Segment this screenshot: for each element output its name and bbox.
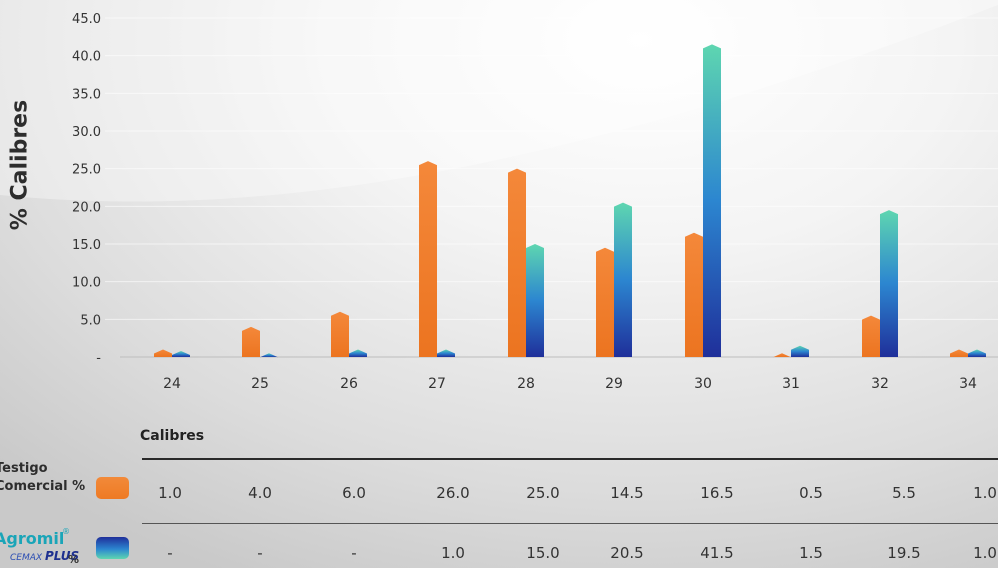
table-cell: 1.0 bbox=[973, 544, 997, 562]
y-tick-label: 10.0 bbox=[72, 276, 101, 291]
table-rule-middle bbox=[142, 523, 998, 524]
table-cell: 16.5 bbox=[700, 484, 734, 502]
x-tick-label: 31 bbox=[782, 376, 800, 392]
x-tick-label: 24 bbox=[163, 376, 181, 392]
bar-agromil bbox=[437, 349, 455, 357]
y-tick-label: 45.0 bbox=[72, 12, 101, 27]
bar-agromil bbox=[791, 345, 809, 357]
legend-swatch-blue-gradient bbox=[96, 537, 129, 559]
bar-testigo bbox=[685, 232, 703, 357]
y-tick-label: 30.0 bbox=[72, 125, 101, 140]
bar-agromil bbox=[349, 349, 367, 357]
brand-name: Agromil bbox=[0, 529, 65, 548]
table-cell: 1.0 bbox=[973, 484, 997, 502]
bar-agromil bbox=[526, 244, 544, 357]
table-cell: 1.5 bbox=[799, 544, 823, 562]
bar-agromil bbox=[172, 350, 190, 357]
brand-subtitle: CEMAX PLUS bbox=[10, 549, 79, 563]
y-tick-label: 15.0 bbox=[72, 238, 101, 253]
x-tick-label: 28 bbox=[517, 376, 535, 392]
table-cell: 20.5 bbox=[610, 544, 644, 562]
table-cell: - bbox=[167, 544, 173, 562]
row-label-line2: Comercial % bbox=[0, 479, 86, 494]
table-cell: 1.0 bbox=[158, 484, 182, 502]
table-rule-top bbox=[142, 458, 998, 460]
brand-trademark: ® bbox=[62, 527, 70, 536]
bar-testigo bbox=[950, 349, 968, 357]
bar-testigo bbox=[331, 311, 349, 357]
bar-agromil bbox=[614, 202, 632, 357]
table-cell: 14.5 bbox=[610, 484, 644, 502]
table-cell: 25.0 bbox=[526, 484, 560, 502]
bar-agromil bbox=[703, 44, 721, 357]
x-tick-label: 32 bbox=[871, 376, 889, 392]
table-cell: 4.0 bbox=[248, 484, 272, 502]
table-title: Calibres bbox=[140, 428, 205, 444]
y-tick-label: 20.0 bbox=[72, 200, 101, 215]
table-cell: - bbox=[257, 544, 263, 562]
bar-agromil bbox=[880, 210, 898, 357]
row-label-testigo: Testigo Comercial % bbox=[0, 460, 85, 496]
table-cell: 6.0 bbox=[342, 484, 366, 502]
bar-testigo bbox=[773, 353, 791, 358]
x-tick-label: 29 bbox=[605, 376, 623, 392]
legend-swatch-orange bbox=[96, 477, 129, 499]
y-tick-label: 5.0 bbox=[80, 313, 101, 328]
bar-testigo bbox=[508, 168, 526, 357]
y-tick-label: - bbox=[96, 351, 101, 366]
bar-agromil bbox=[260, 353, 278, 358]
brand-percent: % bbox=[68, 553, 80, 566]
bar-chart: 45.0 40.0 35.0 30.0 25.0 20.0 15.0 10.0 5.0 - 24 2… bbox=[72, 12, 998, 392]
table-cell: 15.0 bbox=[526, 544, 560, 562]
brand-subtitle-plus: PLUS bbox=[44, 549, 80, 563]
y-tick-label: 35.0 bbox=[72, 87, 101, 102]
bar-testigo bbox=[862, 315, 880, 357]
y-tick-label: 40.0 bbox=[72, 50, 101, 65]
x-tick-label: 25 bbox=[251, 376, 269, 392]
bar-agromil bbox=[968, 349, 986, 357]
table-cell: 41.5 bbox=[700, 544, 734, 562]
table-cell: 5.5 bbox=[892, 484, 916, 502]
bar-testigo bbox=[242, 326, 260, 357]
bar-testigo bbox=[154, 349, 172, 357]
bar-testigo bbox=[596, 247, 614, 357]
bar-testigo bbox=[419, 161, 437, 357]
x-tick-label: 26 bbox=[340, 376, 358, 392]
table-cell: - bbox=[351, 544, 357, 562]
x-tick-label: 27 bbox=[428, 376, 446, 392]
y-tick-label: 25.0 bbox=[72, 163, 101, 178]
brand-subtitle-cemax: CEMAX bbox=[10, 553, 43, 563]
x-tick-label: 30 bbox=[694, 376, 712, 392]
table-cell: 1.0 bbox=[441, 544, 465, 562]
row-label-line1: Testigo bbox=[0, 461, 48, 476]
table-cell: 0.5 bbox=[799, 484, 823, 502]
table-cell: 19.5 bbox=[887, 544, 921, 562]
table-cell: 26.0 bbox=[436, 484, 470, 502]
x-tick-label: 34 bbox=[959, 376, 977, 392]
